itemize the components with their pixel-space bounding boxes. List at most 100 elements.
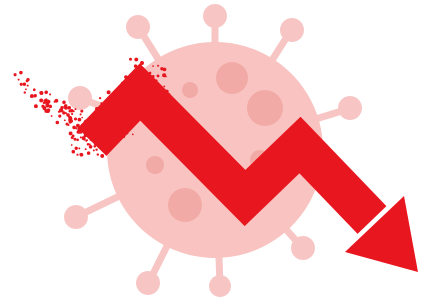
particle — [85, 148, 87, 150]
particle — [72, 110, 74, 112]
particle — [104, 124, 106, 126]
particle — [128, 109, 131, 112]
particle — [118, 126, 120, 128]
particle — [140, 77, 142, 79]
particle — [106, 131, 108, 133]
particle — [108, 127, 110, 129]
particle — [117, 89, 120, 92]
particle — [141, 99, 143, 101]
particle — [103, 119, 105, 121]
particle — [134, 58, 138, 62]
particle — [120, 123, 124, 127]
particle — [88, 120, 90, 122]
particle — [162, 99, 164, 101]
particle — [24, 91, 26, 93]
particle — [95, 120, 97, 122]
particle — [79, 153, 82, 156]
particle — [23, 83, 26, 86]
particle — [96, 123, 99, 126]
particle — [76, 124, 80, 128]
particle — [87, 151, 91, 155]
particle — [100, 154, 104, 158]
particle — [155, 79, 158, 82]
particle — [112, 126, 114, 128]
particle — [119, 122, 121, 124]
particle — [39, 91, 41, 93]
particle — [124, 75, 128, 79]
particle — [112, 93, 114, 95]
particle — [43, 101, 46, 104]
particle — [132, 134, 134, 136]
particle — [106, 140, 110, 144]
particle — [152, 65, 154, 67]
particle — [122, 111, 124, 113]
particle — [147, 96, 151, 100]
page: (() => { const data = JSON.parse(documen… — [0, 0, 421, 297]
particle — [135, 112, 138, 115]
particle — [157, 74, 160, 77]
particle — [89, 143, 91, 145]
particle — [110, 131, 113, 134]
particle — [75, 108, 77, 110]
particle — [116, 133, 120, 137]
particle — [91, 125, 93, 127]
particle — [99, 128, 101, 130]
particle — [156, 110, 159, 113]
particle — [46, 101, 48, 103]
particle — [149, 82, 151, 84]
particle — [132, 88, 135, 91]
particle — [99, 97, 101, 99]
particle — [80, 136, 82, 138]
particle — [141, 110, 143, 112]
particle — [127, 94, 129, 96]
particle — [165, 76, 167, 78]
particle — [158, 84, 162, 88]
knob — [203, 4, 227, 28]
knob — [209, 275, 231, 297]
particle — [93, 149, 95, 151]
particle — [157, 65, 159, 67]
knob — [291, 236, 315, 260]
particle — [130, 95, 134, 99]
particle — [117, 106, 119, 108]
particle — [62, 110, 64, 112]
particle — [134, 80, 136, 82]
particle — [56, 121, 60, 125]
particle — [49, 93, 51, 95]
particle — [144, 77, 146, 79]
particle — [140, 61, 144, 65]
particle — [89, 145, 93, 149]
particle — [44, 109, 46, 111]
particle — [76, 138, 79, 141]
knob — [136, 271, 160, 295]
particle — [58, 115, 61, 118]
knob — [338, 96, 362, 120]
particle — [80, 113, 82, 115]
particle — [86, 131, 88, 133]
particle — [117, 124, 119, 126]
particle — [102, 146, 104, 148]
knob — [68, 86, 92, 110]
particle — [86, 139, 88, 141]
particle — [71, 144, 73, 146]
particle — [155, 102, 159, 106]
particle — [134, 64, 138, 68]
particle — [26, 80, 29, 83]
particle — [74, 117, 77, 120]
particle — [67, 106, 71, 110]
spot — [216, 62, 248, 94]
particle — [135, 84, 138, 87]
particle — [33, 88, 36, 91]
particle — [98, 137, 101, 140]
particle — [71, 113, 73, 115]
particle — [131, 109, 133, 111]
particle — [94, 143, 96, 145]
particle — [95, 148, 97, 150]
particle — [121, 85, 124, 88]
spot — [146, 156, 164, 174]
particle — [117, 99, 119, 101]
particle — [136, 102, 139, 105]
particle — [81, 124, 84, 127]
particle — [34, 95, 37, 98]
spot — [182, 82, 198, 98]
